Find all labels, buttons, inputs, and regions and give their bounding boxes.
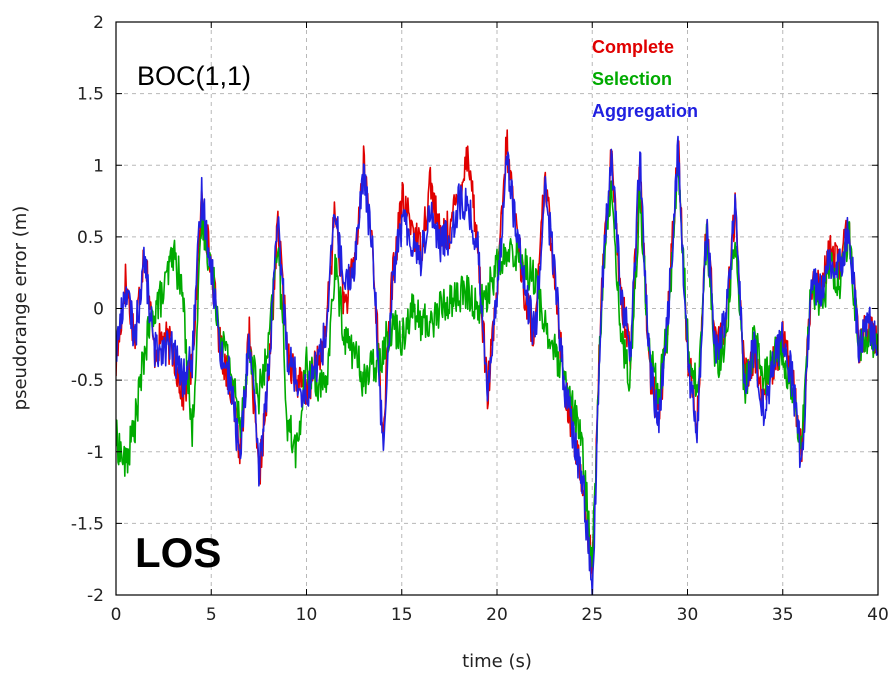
y-tick-label: 1 bbox=[93, 156, 104, 176]
x-tick-label: 35 bbox=[772, 605, 794, 625]
y-tick-label: 0.5 bbox=[77, 228, 104, 248]
x-axis-label: time (s) bbox=[462, 651, 532, 672]
legend-entry-complete: Complete bbox=[592, 37, 674, 57]
condition-annotation: LOS bbox=[135, 529, 221, 576]
series-line-aggregation bbox=[116, 135, 878, 595]
y-tick-label: 1.5 bbox=[77, 85, 104, 105]
y-axis-ticks: -2 -1.5 -1 -0.5 0 0.5 1 1.5 2 bbox=[71, 13, 878, 606]
x-tick-label: 40 bbox=[867, 605, 889, 625]
signal-annotation: BOC(1,1) bbox=[137, 61, 251, 91]
x-tick-label: 15 bbox=[391, 605, 413, 625]
y-tick-label: -1 bbox=[87, 443, 104, 463]
x-tick-label: 0 bbox=[111, 605, 122, 625]
x-tick-label: 5 bbox=[206, 605, 217, 625]
y-tick-label: 2 bbox=[93, 13, 104, 33]
grid-lines bbox=[116, 22, 878, 595]
legend-entry-selection: Selection bbox=[592, 69, 672, 89]
series-layer bbox=[116, 129, 878, 595]
x-tick-label: 30 bbox=[677, 605, 699, 625]
x-axis-ticks: 0 5 10 15 20 25 30 35 40 bbox=[111, 22, 889, 625]
y-tick-label: -2 bbox=[87, 586, 104, 606]
y-tick-label: 0 bbox=[93, 300, 104, 320]
legend: Complete Selection Aggregation bbox=[592, 37, 698, 121]
y-tick-label: -1.5 bbox=[71, 514, 104, 534]
x-tick-label: 25 bbox=[581, 605, 603, 625]
legend-entry-aggregation: Aggregation bbox=[592, 101, 698, 121]
y-tick-label: -0.5 bbox=[71, 371, 104, 391]
x-tick-label: 10 bbox=[296, 605, 318, 625]
y-axis-label: pseudorange error (m) bbox=[10, 206, 31, 411]
x-tick-label: 20 bbox=[486, 605, 508, 625]
